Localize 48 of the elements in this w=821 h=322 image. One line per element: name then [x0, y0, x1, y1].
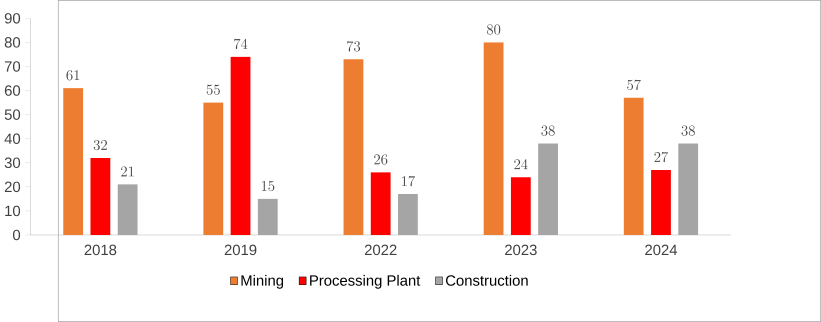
- bar: [510, 177, 531, 235]
- data-label: 73: [346, 41, 360, 52]
- bar: [344, 59, 364, 235]
- data-label: 27: [654, 152, 668, 162]
- x-tick-label: 2023: [505, 244, 537, 256]
- y-tick-label: 50: [4, 109, 20, 120]
- data-label: 32: [94, 140, 107, 150]
- bar: [484, 42, 504, 235]
- bar: [651, 170, 671, 235]
- legend-label: Processing Plant: [310, 274, 420, 289]
- bar: [230, 56, 250, 235]
- bar: [370, 172, 391, 235]
- y-tick-label: 90: [4, 13, 20, 24]
- legend-label: Mining: [241, 274, 284, 289]
- y-tick-label: 70: [4, 61, 20, 72]
- y-tick-label: 40: [4, 133, 20, 144]
- x-tick-label: 2018: [84, 244, 116, 256]
- y-tick-label: 60: [4, 85, 20, 96]
- data-label: 57: [627, 80, 641, 90]
- bar: [258, 198, 278, 235]
- x-tick-label: 2024: [645, 244, 678, 256]
- data-label: 21: [121, 166, 134, 176]
- legend-label: Construction: [446, 274, 528, 286]
- bar: [203, 102, 224, 235]
- data-label: 17: [402, 176, 415, 186]
- data-label: 74: [234, 38, 248, 50]
- data-label: 55: [206, 84, 220, 95]
- bar: [398, 194, 418, 235]
- data-label: 38: [541, 126, 555, 136]
- x-tick-label: 2022: [364, 244, 396, 256]
- bar: [538, 144, 558, 235]
- data-label: 38: [682, 126, 695, 136]
- data-label: 26: [374, 154, 388, 165]
- y-tick-label: 20: [4, 182, 20, 192]
- bar: [118, 184, 138, 235]
- data-label: 61: [66, 70, 80, 80]
- data-label: 24: [514, 159, 528, 170]
- data-label: 15: [262, 180, 274, 192]
- x-tick-label: 2019: [224, 244, 256, 256]
- y-tick-label: 10: [5, 206, 20, 216]
- data-label: 80: [486, 24, 500, 35]
- y-tick-label: 30: [4, 158, 20, 168]
- y-tick-label: 80: [4, 37, 20, 48]
- bar: [63, 88, 84, 235]
- bar: [90, 158, 110, 235]
- y-tick-label: 0: [12, 230, 20, 240]
- bar: [624, 98, 644, 235]
- bar: [678, 144, 698, 235]
